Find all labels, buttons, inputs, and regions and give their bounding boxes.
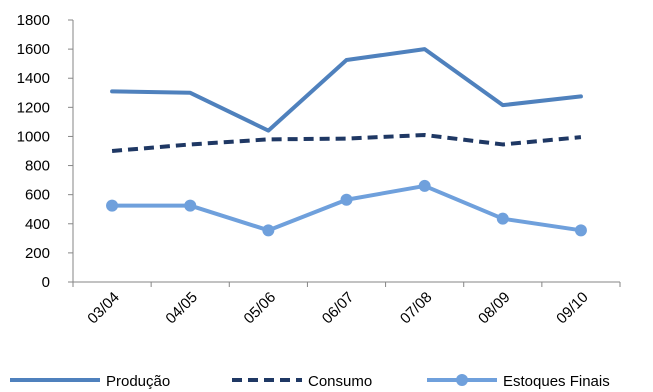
- y-tick-label: 400: [25, 216, 50, 233]
- legend-label-1: Consumo: [308, 373, 372, 390]
- x-tick-label: 08/09: [475, 289, 514, 328]
- x-tick-label: 04/05: [162, 289, 201, 328]
- x-tick-label: 09/10: [553, 289, 592, 328]
- series-line-1: [111, 132, 582, 153]
- legend: Produção Consumo Estoques Finais: [10, 373, 610, 390]
- series-2-point: [574, 224, 587, 237]
- y-tick-label: 0: [42, 274, 50, 291]
- legend-label-2: Estoques Finais: [503, 373, 610, 390]
- x-tick-label: 03/04: [84, 289, 123, 328]
- legend-label-0: Produção: [106, 373, 170, 390]
- y-tick-label: 1800: [17, 12, 50, 29]
- y-tick-label: 800: [25, 158, 50, 175]
- series-2-point: [418, 179, 431, 192]
- series-2-point: [262, 224, 275, 237]
- y-tick-label: 1000: [17, 128, 50, 145]
- series-2-point: [106, 199, 119, 212]
- series-2-point: [184, 199, 197, 212]
- x-tick-label: 07/08: [397, 289, 436, 328]
- y-tick-label: 1400: [17, 70, 50, 87]
- y-tick-label: 1200: [17, 99, 50, 116]
- y-tick-label: 600: [25, 187, 50, 204]
- series-2-point: [340, 193, 353, 206]
- series-line-2: [110, 183, 583, 233]
- x-tick-label: 05/06: [241, 289, 280, 328]
- series-layer: [106, 47, 587, 237]
- y-tick-label: 1600: [17, 41, 50, 58]
- x-tick-label: 06/07: [319, 289, 358, 328]
- series-2-point: [496, 212, 509, 225]
- axes-layer: 0 200 400 600 800 1000 1200 1400 1600 1800 03/04 04…: [17, 12, 621, 328]
- series-line-0: [110, 47, 583, 133]
- y-tick-label: 200: [25, 245, 50, 262]
- legend-marker-2: [456, 374, 468, 386]
